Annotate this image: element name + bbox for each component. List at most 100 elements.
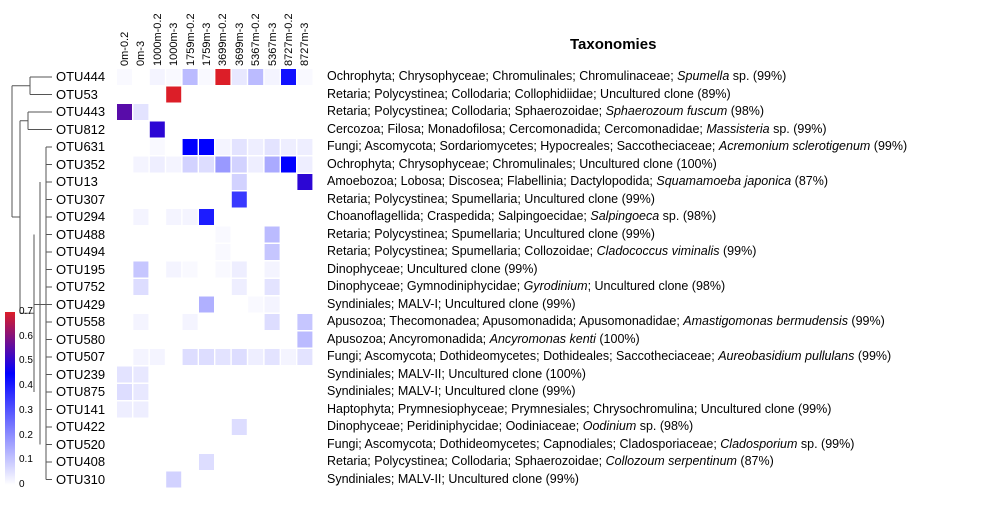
taxonomy-segment: sp. (99%)	[797, 436, 855, 451]
column-label: 0m-0.2	[119, 31, 131, 66]
heatmap-cell	[215, 261, 231, 278]
column-label: 3699m-3	[233, 22, 246, 66]
heatmap-cell	[133, 279, 149, 295]
taxonomy-text: Cercozoa; Filosa; Monadofilosa; Cercomon…	[327, 122, 827, 136]
row-label: OTU195	[56, 261, 106, 277]
column-label: 5367m-3	[266, 22, 279, 66]
heatmap-cell	[297, 349, 313, 365]
taxonomy-text: Retaria; Polycystinea; Collodaria; Collo…	[327, 87, 731, 101]
column-label: 0m-3	[135, 40, 148, 66]
taxonomy-segment: Apusozoa; Thecomonadea; Apusomonadida; A…	[327, 314, 684, 328]
taxonomy-segment: Retaria; Polycystinea; Spumellaria; Uncu…	[327, 191, 655, 206]
column-label: 1759m-3	[201, 22, 213, 66]
taxonomy-segment: Dinophyceae; Peridiniphycidae; Oodiniace…	[327, 419, 583, 433]
taxonomy-text: Fungi; Ascomycota; Dothideomycetes; Doth…	[327, 349, 891, 363]
taxonomy-species: Cladosporium	[720, 436, 798, 451]
taxonomy-text: Haptophyta; Prymnesiophyceae; Prymnesial…	[327, 402, 831, 416]
taxonomy-segment: Cercozoa; Filosa; Monadofilosa; Cercomon…	[327, 121, 707, 136]
heatmap-cell	[248, 139, 264, 155]
heatmap-cell	[231, 349, 247, 365]
column-label: 1000m-3	[168, 22, 181, 66]
column-label: 1000m-0.2	[151, 13, 164, 66]
row-label: OTU494	[56, 244, 106, 259]
heatmap-cell	[215, 226, 231, 243]
taxonomy-text: Syndiniales; MALV-II; Uncultured clone (…	[327, 472, 579, 486]
taxonomy-text: Retaria; Polycystinea; Collodaria; Sphae…	[327, 104, 764, 118]
heatmap-cell	[264, 244, 280, 260]
heatmap-cell	[117, 69, 132, 85]
taxonomy-segment: Retaria; Polycystinea; Collodaria; Sphae…	[327, 104, 606, 118]
colorbar-tick: 0	[19, 479, 25, 490]
heatmap-cell	[199, 209, 214, 225]
row-label: OTU443	[56, 104, 106, 119]
heatmap-cell	[297, 156, 313, 173]
heatmap-cell	[133, 366, 149, 383]
row-label: OTU631	[56, 139, 106, 154]
heatmap-cell	[248, 69, 264, 85]
colorbar-tick: 0.2	[19, 429, 33, 441]
heatmap-cell	[297, 139, 313, 155]
taxonomy-segment: ; Uncultured clone (98%)	[587, 279, 726, 293]
heatmap-cell	[199, 296, 214, 313]
taxonomy-species: Gyrodinium	[523, 279, 588, 293]
row-label: OTU488	[56, 226, 106, 242]
row-label: OTU408	[56, 454, 106, 469]
colorbar-tick: 0.4	[19, 380, 33, 392]
heatmap-cell	[281, 69, 296, 85]
taxonomy-title: Taxonomies	[570, 36, 657, 53]
colorbar-tick: 0.5	[19, 355, 33, 367]
taxonomy-species: Sphaerozoum fuscum	[605, 104, 728, 118]
taxonomy-text: Syndiniales; MALV-I; Uncultured clone (9…	[327, 384, 576, 398]
taxonomy-species: Spumella	[677, 69, 730, 83]
taxonomy-text: Choanoflagellida; Craspedida; Salpingoec…	[327, 209, 716, 223]
heatmap-cell	[231, 174, 247, 190]
heatmap-cell	[215, 244, 231, 260]
row-label: OTU307	[56, 191, 106, 207]
heatmap-cell	[133, 349, 149, 365]
row-label: OTU580	[56, 331, 106, 347]
colorbar	[5, 312, 15, 485]
heatmap-cell	[231, 191, 247, 208]
row-label: OTU875	[56, 384, 106, 399]
heatmap-cell	[281, 139, 296, 155]
heatmap-cell	[117, 104, 132, 120]
taxonomy-species: Ancyromonas kenti	[489, 331, 596, 346]
taxonomy-species: Oodinium	[582, 419, 637, 433]
heatmap-cell	[264, 156, 280, 173]
taxonomy-segment: (98%)	[727, 104, 765, 118]
heatmap-cell	[149, 139, 165, 155]
heatmap-cell	[264, 349, 280, 365]
taxonomy-segment: (99%)	[870, 139, 908, 153]
taxonomy-segment: (99%)	[719, 244, 757, 258]
taxonomy-text: Fungi; Ascomycota; Dothideomycetes; Capn…	[327, 437, 854, 451]
heatmap-cell	[182, 156, 198, 173]
colorbar-tick: 0.7	[19, 306, 33, 317]
taxonomy-segment: Syndiniales; MALV-I; Uncultured clone (9…	[327, 384, 576, 398]
taxonomy-text: Syndiniales; MALV-II; Uncultured clone (…	[327, 367, 586, 381]
taxonomy-text: Dinophyceae; Gymnodiniphycidae; Gyrodini…	[327, 279, 725, 293]
taxonomy-segment: sp. (98%)	[659, 209, 717, 223]
taxonomy-segment: (87%)	[736, 454, 774, 468]
row-label: OTU429	[56, 296, 106, 312]
heatmap-cell	[166, 209, 182, 225]
heatmap-cell	[297, 174, 313, 190]
heatmap-cell	[117, 384, 132, 400]
column-label: 8727m-0.2	[283, 13, 295, 66]
heatmap-cell	[264, 296, 280, 313]
taxonomy-text: Dinophyceae; Uncultured clone (99%)	[327, 262, 538, 276]
heatmap-cell	[149, 121, 165, 138]
heatmap-cell	[182, 209, 198, 225]
heatmap-cell	[248, 296, 264, 313]
heatmap-cell	[231, 139, 247, 155]
colorbar-tick: 0.3	[19, 404, 33, 416]
row-label: OTU294	[56, 209, 106, 224]
colorbar-tick: 0.1	[19, 454, 33, 466]
taxonomy-text: Apusozoa; Thecomonadea; Apusomonadida; A…	[327, 314, 885, 328]
heatmap-cell	[231, 261, 247, 278]
taxonomy-segment: sp. (99%)	[769, 121, 827, 136]
heatmap-cell	[199, 69, 214, 85]
row-label: OTU422	[56, 419, 106, 434]
heatmap-cell	[264, 226, 280, 243]
taxonomy-segment: Dinophyceae; Gymnodiniphycidae;	[327, 279, 524, 293]
row-label: OTU812	[56, 121, 106, 137]
